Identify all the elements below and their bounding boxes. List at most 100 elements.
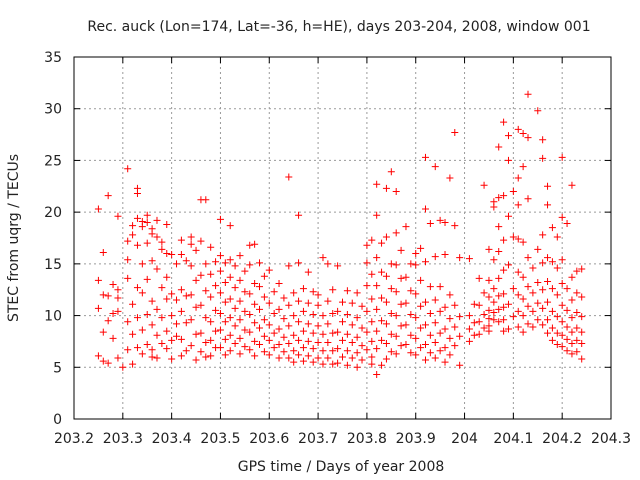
y-tick-label: 15 bbox=[44, 257, 62, 273]
data-point bbox=[544, 182, 552, 190]
data-point bbox=[368, 353, 376, 361]
data-point bbox=[143, 239, 151, 247]
data-point bbox=[578, 355, 586, 363]
data-point bbox=[412, 314, 420, 322]
data-point bbox=[236, 276, 244, 284]
y-tick-label: 0 bbox=[53, 412, 62, 428]
data-point bbox=[451, 342, 459, 350]
data-point bbox=[558, 318, 566, 326]
data-point bbox=[163, 250, 171, 258]
data-point bbox=[343, 361, 351, 369]
data-point bbox=[187, 316, 195, 324]
data-point bbox=[402, 321, 410, 329]
data-point bbox=[421, 205, 429, 213]
data-point bbox=[378, 239, 386, 247]
data-point bbox=[548, 307, 556, 315]
data-point bbox=[187, 240, 195, 248]
data-point bbox=[412, 261, 420, 269]
data-point bbox=[451, 129, 459, 137]
data-point bbox=[426, 220, 434, 228]
data-point bbox=[436, 216, 444, 224]
data-point bbox=[514, 268, 522, 276]
data-point bbox=[114, 354, 122, 362]
data-point bbox=[153, 354, 161, 362]
data-point bbox=[246, 261, 254, 269]
data-point bbox=[480, 311, 488, 319]
data-point bbox=[456, 313, 464, 321]
data-point bbox=[529, 307, 537, 315]
data-point bbox=[256, 283, 264, 291]
data-point bbox=[177, 251, 185, 259]
data-point bbox=[578, 265, 586, 273]
data-point bbox=[197, 271, 205, 279]
data-point bbox=[504, 261, 512, 269]
data-point bbox=[246, 290, 254, 298]
data-point bbox=[402, 273, 410, 281]
data-point bbox=[373, 345, 381, 353]
data-point bbox=[382, 184, 390, 192]
data-point bbox=[295, 336, 303, 344]
data-point bbox=[275, 354, 283, 362]
data-point bbox=[212, 306, 220, 314]
data-point bbox=[436, 307, 444, 315]
data-point bbox=[207, 318, 215, 326]
data-point bbox=[226, 347, 234, 355]
x-tick-label: 203.5 bbox=[200, 431, 240, 447]
data-point bbox=[524, 302, 532, 310]
data-point bbox=[417, 276, 425, 284]
y-tick-label: 25 bbox=[44, 153, 62, 169]
data-point bbox=[407, 260, 415, 268]
x-tick-label: 203.9 bbox=[396, 431, 436, 447]
data-point bbox=[226, 314, 234, 322]
data-point bbox=[334, 262, 342, 270]
data-point bbox=[246, 311, 254, 319]
data-point bbox=[299, 357, 307, 365]
data-point bbox=[138, 223, 146, 231]
data-point bbox=[539, 286, 547, 294]
data-point bbox=[446, 351, 454, 359]
data-point bbox=[524, 90, 532, 98]
data-point bbox=[329, 310, 337, 318]
data-point bbox=[143, 311, 151, 319]
data-point bbox=[368, 318, 376, 326]
data-point bbox=[256, 324, 264, 332]
data-point bbox=[275, 325, 283, 333]
data-point bbox=[456, 254, 464, 262]
data-point bbox=[236, 252, 244, 260]
data-point bbox=[260, 272, 268, 280]
data-point bbox=[431, 253, 439, 261]
data-point bbox=[495, 274, 503, 282]
data-point bbox=[192, 276, 200, 284]
data-point bbox=[407, 311, 415, 319]
data-point bbox=[104, 192, 112, 200]
data-point bbox=[231, 262, 239, 270]
data-point bbox=[309, 345, 317, 353]
data-point bbox=[451, 301, 459, 309]
data-point bbox=[509, 313, 517, 321]
data-point bbox=[407, 349, 415, 357]
data-point bbox=[500, 266, 508, 274]
data-point bbox=[212, 282, 220, 290]
data-point bbox=[446, 291, 454, 299]
data-point bbox=[485, 306, 493, 314]
data-point bbox=[295, 318, 303, 326]
data-point bbox=[436, 283, 444, 291]
data-point bbox=[524, 254, 532, 262]
data-point bbox=[495, 292, 503, 300]
data-point bbox=[339, 318, 346, 326]
data-point bbox=[436, 347, 444, 355]
data-point bbox=[348, 338, 356, 346]
data-point bbox=[353, 314, 361, 322]
data-point bbox=[421, 153, 429, 161]
data-point bbox=[544, 298, 552, 306]
data-point bbox=[104, 292, 112, 300]
data-point bbox=[197, 301, 205, 309]
data-point bbox=[558, 153, 566, 161]
data-point bbox=[392, 350, 400, 358]
data-point bbox=[534, 278, 542, 286]
data-point bbox=[431, 296, 439, 304]
data-point bbox=[295, 211, 303, 219]
data-point bbox=[563, 335, 571, 343]
data-point bbox=[426, 283, 434, 291]
data-point bbox=[202, 260, 210, 268]
